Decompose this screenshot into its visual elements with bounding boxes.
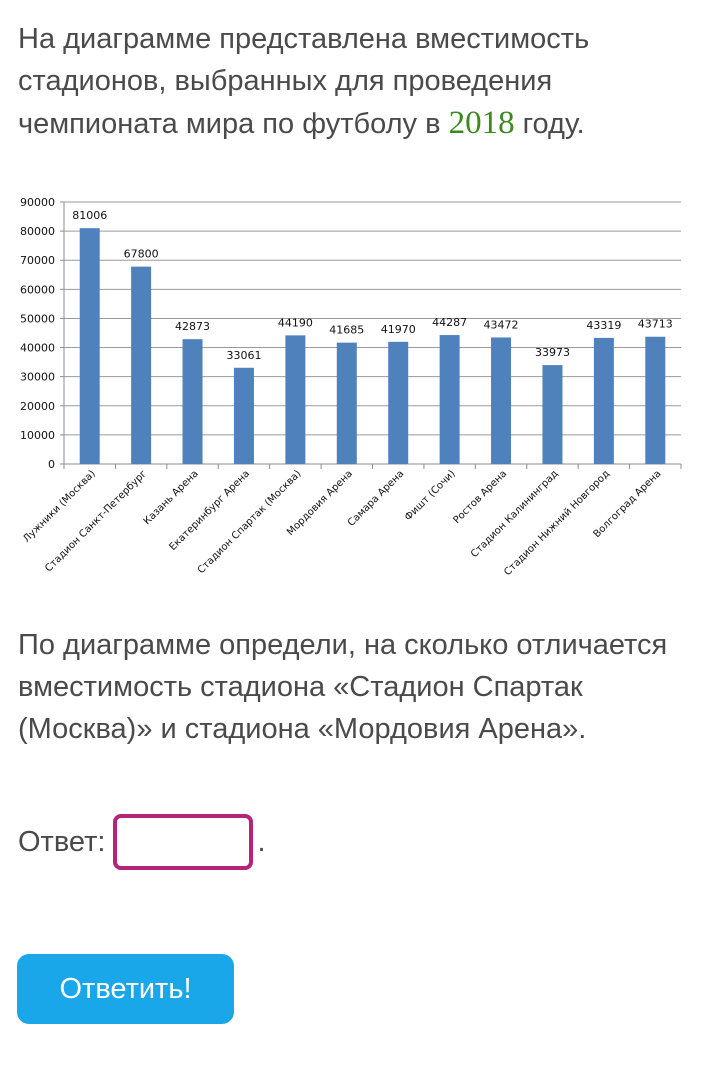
category-label: Фишт (Сочи) bbox=[403, 468, 458, 523]
submit-button[interactable]: Ответить! bbox=[17, 954, 234, 1024]
bar-value-label: 67800 bbox=[124, 248, 159, 261]
category-label: Казань Арена bbox=[142, 468, 201, 527]
y-tick-label: 10000 bbox=[20, 429, 55, 442]
bar bbox=[182, 339, 203, 464]
bar bbox=[542, 365, 563, 464]
intro-text-after: году. bbox=[514, 108, 585, 140]
chart-value-labels: 81006 67800 42873 33061 44190 41685 41970 44287… bbox=[72, 209, 673, 362]
category-label: Стадион Калининград bbox=[469, 468, 561, 560]
chart-grid bbox=[60, 201, 682, 469]
bar-value-label: 81006 bbox=[72, 209, 107, 222]
stadium-capacity-chart: 0 10000 20000 30000 40000 50000 60000 70000 8000… bbox=[20, 196, 682, 578]
y-tick-label: 90000 bbox=[20, 196, 55, 209]
intro-year: 2018 bbox=[448, 105, 515, 141]
bar-value-label: 33061 bbox=[226, 349, 261, 362]
bar-value-label: 41685 bbox=[329, 324, 364, 337]
bar-value-label: 43319 bbox=[586, 319, 621, 332]
answer-row: Ответ: . bbox=[18, 810, 266, 874]
y-tick-label: 80000 bbox=[20, 225, 55, 238]
category-label: Стадион Спартак (Москва) bbox=[196, 468, 304, 576]
y-tick-label: 0 bbox=[48, 458, 55, 471]
answer-suffix: . bbox=[257, 825, 266, 858]
bar-value-label: 43713 bbox=[638, 318, 673, 331]
bar bbox=[491, 337, 512, 464]
question-text: По диаграмме определи, на сколько отлича… bbox=[18, 629, 668, 745]
chart-bars bbox=[79, 228, 666, 464]
bar-value-label: 44287 bbox=[432, 316, 467, 329]
bar-value-label: 33973 bbox=[535, 346, 570, 359]
bar-value-label: 42873 bbox=[175, 320, 210, 333]
answer-input[interactable] bbox=[113, 814, 254, 870]
intro-text: На диаграмме представлена вместимость ст… bbox=[18, 18, 698, 145]
chart-category-labels: Лужники (Москва)Стадион Санкт-ПетербургК… bbox=[21, 468, 663, 578]
bar bbox=[388, 341, 409, 464]
y-tick-label: 50000 bbox=[20, 312, 55, 325]
bar bbox=[645, 336, 666, 464]
y-tick-label: 40000 bbox=[20, 342, 55, 355]
bar bbox=[131, 266, 152, 464]
y-tick-label: 60000 bbox=[20, 283, 55, 296]
answer-label: Ответ: bbox=[18, 825, 106, 858]
category-label: Самара Арена bbox=[346, 468, 406, 528]
bar bbox=[79, 228, 100, 464]
category-label: Стадион Санкт-Петербург bbox=[43, 468, 149, 574]
y-tick-label: 30000 bbox=[20, 371, 55, 384]
bar bbox=[233, 367, 254, 464]
intro-text-before: На диаграмме представлена вместимость ст… bbox=[18, 23, 590, 140]
bar bbox=[439, 335, 460, 464]
chart-y-ticks: 0 10000 20000 30000 40000 50000 60000 70000 8000… bbox=[20, 196, 55, 471]
y-tick-label: 20000 bbox=[20, 400, 55, 413]
bar bbox=[336, 342, 357, 464]
category-label: Ростов Арена bbox=[451, 468, 509, 526]
bar-value-label: 44190 bbox=[278, 316, 313, 329]
y-tick-label: 70000 bbox=[20, 254, 55, 267]
bar bbox=[285, 335, 306, 464]
bar-value-label: 43472 bbox=[484, 318, 519, 331]
bar bbox=[593, 337, 614, 464]
bar-value-label: 41970 bbox=[381, 323, 416, 336]
category-label: Стадион Нижний Новгород bbox=[502, 468, 612, 578]
